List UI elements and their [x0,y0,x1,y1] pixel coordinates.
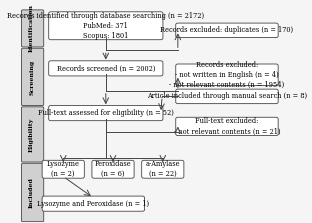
FancyBboxPatch shape [176,23,278,38]
FancyBboxPatch shape [176,89,278,104]
FancyBboxPatch shape [22,163,44,222]
Text: Records excluded: duplicates (n = 170): Records excluded: duplicates (n = 170) [160,26,294,34]
Text: Records identified through database searching (n = 2172)
PubMed: 371
Scopus: 180: Records identified through database sear… [7,12,204,40]
Text: Identification: Identification [29,4,34,52]
Text: Article included through manual search (n = 8): Article included through manual search (… [147,92,307,100]
Text: Records excluded:
- not written in English (n = 4)
- not relevant contents (n = : Records excluded: - not written in Engli… [169,61,285,89]
Text: a-Amylase
(n = 22): a-Amylase (n = 22) [145,160,180,178]
FancyBboxPatch shape [22,48,44,105]
FancyBboxPatch shape [49,61,163,76]
FancyBboxPatch shape [22,10,44,47]
Text: Lysozyme and Peroxidase (n = 1): Lysozyme and Peroxidase (n = 1) [37,200,149,208]
Text: Included: Included [29,177,34,208]
Text: Eligibility: Eligibility [29,117,34,152]
FancyBboxPatch shape [49,12,163,40]
FancyBboxPatch shape [176,64,278,85]
Text: Full-text assessed for eligibility (n = 52): Full-text assessed for eligibility (n = … [38,109,174,117]
Text: Screening: Screening [29,59,34,95]
FancyBboxPatch shape [142,160,184,178]
Text: Records screened (n = 2002): Records screened (n = 2002) [56,64,155,72]
FancyBboxPatch shape [42,196,144,211]
Text: Full-text excluded:
- not relevant contents (n = 21): Full-text excluded: - not relevant conte… [174,117,280,136]
FancyBboxPatch shape [42,160,84,178]
Text: Lysozyme
(n = 2): Lysozyme (n = 2) [47,160,80,178]
Text: Peroxidase
(n = 6): Peroxidase (n = 6) [95,160,131,178]
FancyBboxPatch shape [92,160,134,178]
FancyBboxPatch shape [49,105,163,121]
FancyBboxPatch shape [22,107,44,162]
FancyBboxPatch shape [176,117,278,136]
